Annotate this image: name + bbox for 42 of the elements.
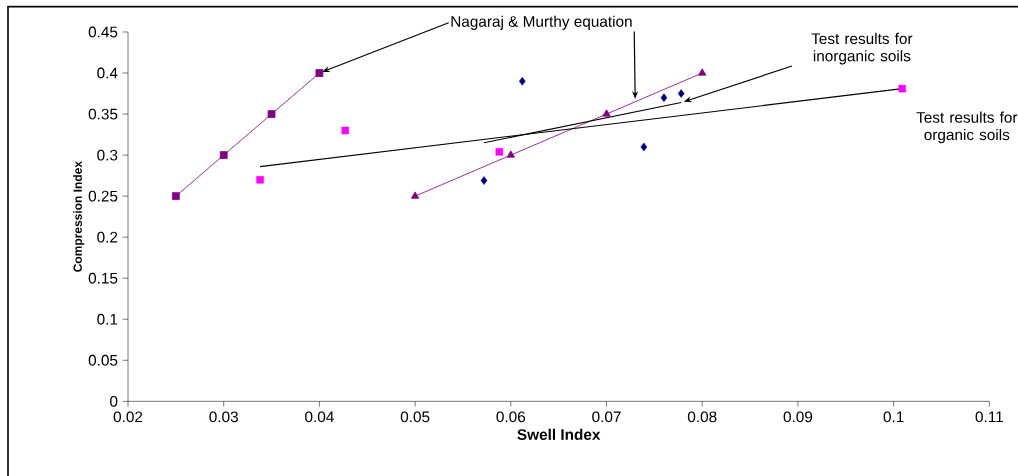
point xyxy=(171,192,180,201)
point xyxy=(506,150,515,158)
point xyxy=(341,126,349,135)
point xyxy=(660,93,668,102)
point xyxy=(898,84,906,93)
y-tick-label: 0.45 xyxy=(88,26,118,38)
y-tick-label: 0.4 xyxy=(97,67,118,79)
x-axis-title: Swell Index xyxy=(517,428,601,440)
point xyxy=(698,68,707,76)
point xyxy=(519,76,526,86)
x-tick-label: 0.07 xyxy=(592,411,621,423)
point xyxy=(219,151,228,159)
x-tick-label: 0.06 xyxy=(496,411,526,423)
x-tick-label: 0.09 xyxy=(783,411,813,423)
x-tick-label: 0.11 xyxy=(975,411,1003,423)
x-tick-label: 0.03 xyxy=(209,411,238,423)
point xyxy=(677,89,685,98)
point xyxy=(256,176,264,184)
annotation: Test results for inorganic soils xyxy=(811,32,913,65)
point xyxy=(602,109,611,117)
y-tick-label: 0.15 xyxy=(88,272,118,284)
x-tick-label: 0.02 xyxy=(113,411,143,423)
annotation: Nagaraj & Murthy equation xyxy=(451,15,632,30)
x-tick-label: 0.04 xyxy=(305,411,334,423)
point xyxy=(495,148,504,156)
y-tick-label: 0.25 xyxy=(88,190,118,202)
y-tick-label: 0.05 xyxy=(88,354,118,366)
y-tick-label: 0.3 xyxy=(97,149,118,161)
y-axis-title: Compression Index xyxy=(73,161,85,272)
point xyxy=(267,110,276,118)
x-tick-label: 0.08 xyxy=(687,411,717,423)
x-tick-label: 0.05 xyxy=(400,411,430,423)
y-tick-label: 0.35 xyxy=(88,108,118,120)
y-tick-label: 0.1 xyxy=(97,313,118,325)
annotation: Test results for organic soils xyxy=(916,111,1018,144)
y-tick-label: 0.2 xyxy=(97,231,118,243)
point xyxy=(411,191,420,199)
y-tick-label: 0 xyxy=(110,395,118,407)
point xyxy=(480,176,488,185)
x-tick-label: 0.1 xyxy=(883,411,904,423)
point xyxy=(640,142,648,152)
point xyxy=(315,69,324,77)
